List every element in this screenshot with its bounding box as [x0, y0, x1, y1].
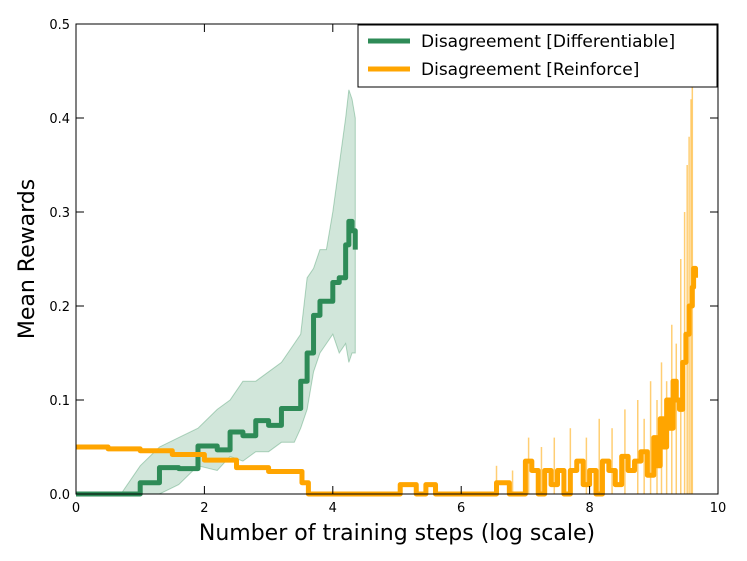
- y-tick-label: 0.1: [49, 394, 70, 409]
- x-tick-label: 2: [200, 501, 208, 516]
- x-tick-label: 6: [457, 501, 465, 516]
- line-differentiable: [76, 218, 358, 497]
- series-lines: [76, 218, 699, 497]
- x-tick-label: 0: [72, 501, 80, 516]
- x-tick-label: 8: [585, 501, 593, 516]
- y-tick-label: 0.3: [49, 206, 70, 221]
- y-tick-label: 0.4: [49, 112, 70, 127]
- x-tick-label: 10: [710, 501, 727, 516]
- y-tick-label: 0.5: [49, 18, 70, 33]
- plot-frame: [75, 23, 719, 495]
- legend-label-differentiable: Disagreement [Differentiable]: [421, 32, 675, 52]
- band-differentiable: [76, 89, 356, 495]
- tick-labels: 0 2 4 6 8 10 0.0 0.1 0.2 0.3 0.4 0.5: [49, 18, 726, 516]
- y-tick-label: 0.2: [49, 300, 70, 315]
- y-axis-title: Mean Rewards: [15, 179, 40, 339]
- legend: Disagreement [Differentiable] Disagreeme…: [357, 24, 718, 88]
- y-tick-label: 0.0: [49, 488, 70, 503]
- x-tick-label: 4: [329, 501, 337, 516]
- legend-label-reinforce: Disagreement [Reinforce]: [421, 60, 639, 80]
- x-axis-title: Number of training steps (log scale): [199, 521, 595, 546]
- confidence-bands: [76, 80, 694, 495]
- legend-box: [357, 24, 718, 88]
- axis-ticks: [75, 23, 719, 495]
